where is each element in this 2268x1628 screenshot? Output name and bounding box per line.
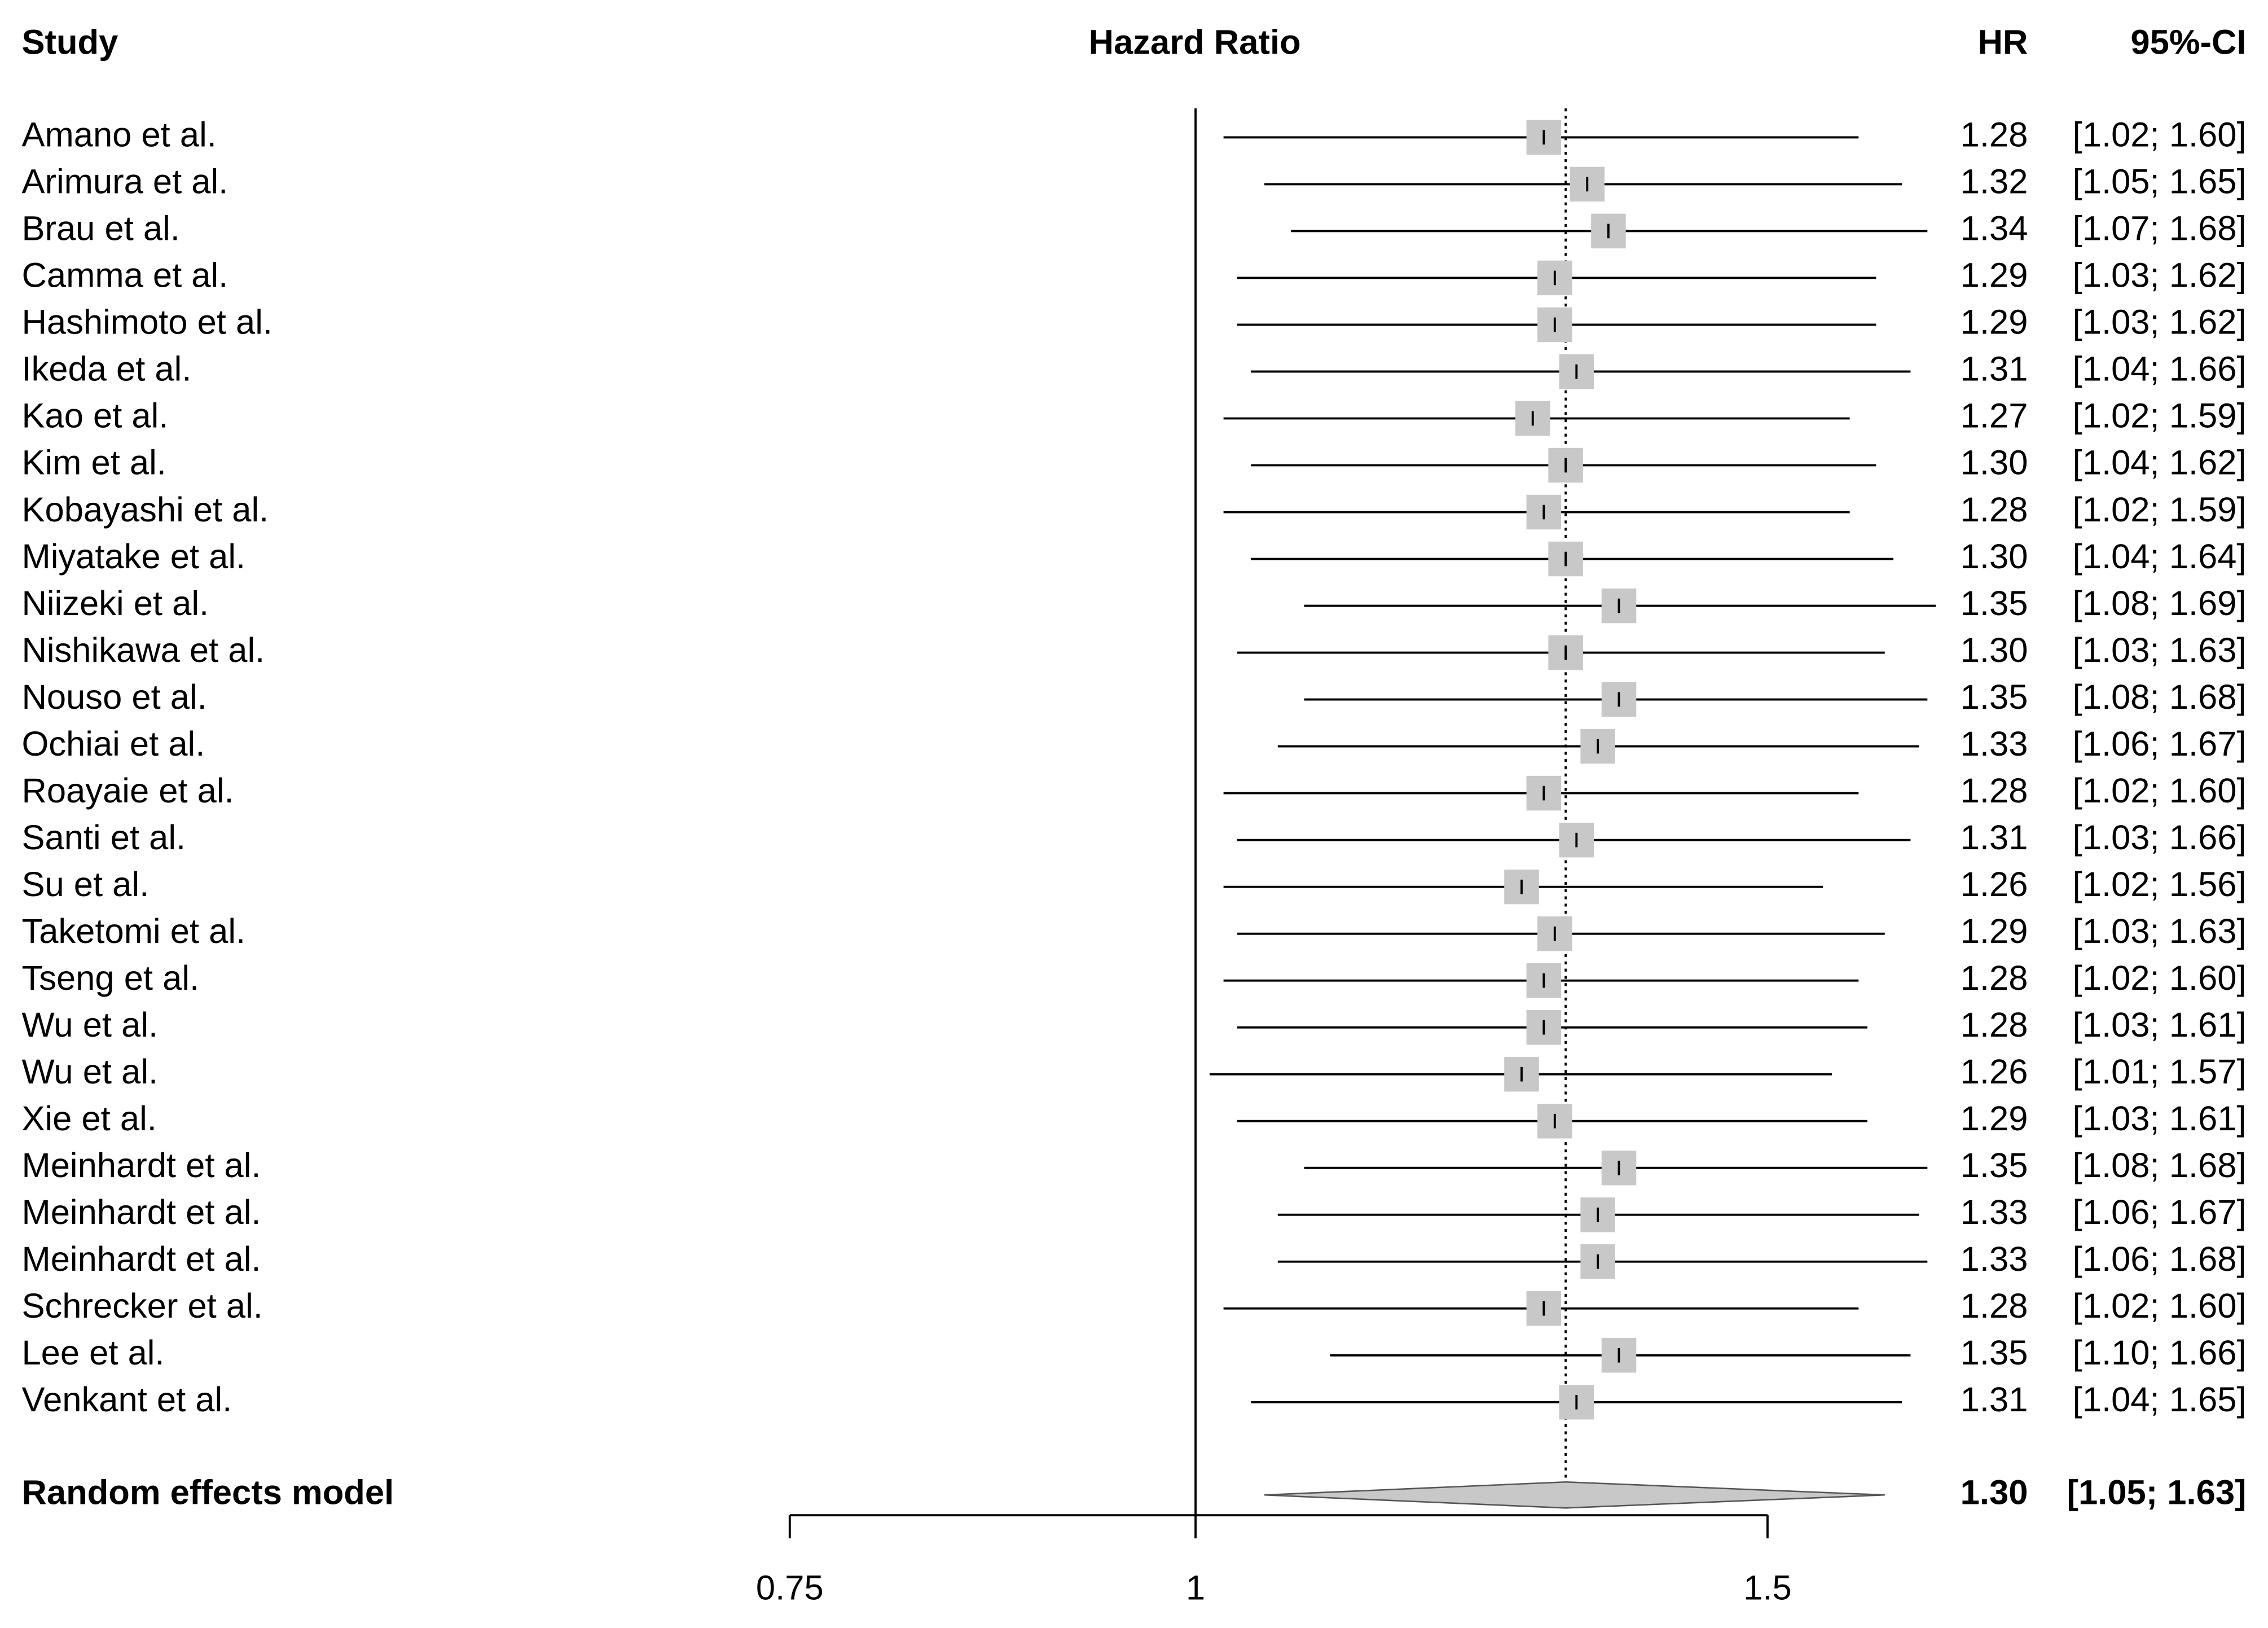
ci-header: 95%-CI <box>2130 23 2246 62</box>
ci-label: [1.03; 1.66] <box>2073 818 2247 857</box>
hr-label: 1.26 <box>1961 865 2028 904</box>
hr-label: 1.35 <box>1961 678 2028 717</box>
study-label: Miyatake et al. <box>21 537 245 576</box>
ci-label: [1.02; 1.56] <box>2073 865 2247 904</box>
hr-label: 1.33 <box>1961 1193 2028 1232</box>
hr-label: 1.29 <box>1961 303 2028 342</box>
hr-label: 1.28 <box>1961 771 2028 810</box>
hr-label: 1.30 <box>1961 631 2028 670</box>
study-label: Kobayashi et al. <box>21 490 269 529</box>
hr-label: 1.34 <box>1961 209 2028 248</box>
study-label: Schrecker et al. <box>21 1287 262 1326</box>
study-label: Amano et al. <box>21 116 216 155</box>
ci-label: [1.03; 1.63] <box>2073 912 2247 951</box>
hr-label: 1.31 <box>1961 818 2028 857</box>
hr-label: 1.35 <box>1961 1146 2028 1185</box>
study-label: Hashimoto et al. <box>21 303 272 342</box>
study-label: Nouso et al. <box>21 678 206 717</box>
study-label: Ikeda et al. <box>21 350 191 389</box>
ci-label: [1.04; 1.62] <box>2073 444 2247 482</box>
ci-label: [1.02; 1.59] <box>2073 490 2247 529</box>
hr-label: 1.30 <box>1961 444 2028 482</box>
study-label: Kao et al. <box>21 397 168 436</box>
ci-label: [1.06; 1.67] <box>2073 1193 2247 1232</box>
pooled-label: Random effects model <box>21 1473 394 1512</box>
ci-label: [1.02; 1.60] <box>2073 116 2247 155</box>
ci-label: [1.03; 1.62] <box>2073 256 2247 295</box>
study-label: Lee et al. <box>21 1333 164 1372</box>
ci-label: [1.02; 1.59] <box>2073 397 2247 436</box>
hr-label: 1.29 <box>1961 912 2028 951</box>
ci-label: [1.08; 1.68] <box>2073 678 2247 717</box>
hr-label: 1.32 <box>1961 163 2028 201</box>
hr-header: HR <box>1978 23 2028 62</box>
ci-label: [1.01; 1.57] <box>2073 1052 2247 1091</box>
hr-label: 1.28 <box>1961 1006 2028 1045</box>
study-label: Meinhardt et al. <box>21 1146 261 1185</box>
study-label: Roayaie et al. <box>21 771 234 810</box>
study-label: Ochiai et al. <box>21 725 205 763</box>
ci-label: [1.06; 1.68] <box>2073 1240 2247 1279</box>
ci-label: [1.03; 1.61] <box>2073 1099 2247 1138</box>
ci-label: [1.02; 1.60] <box>2073 771 2247 810</box>
hr-label: 1.31 <box>1961 1380 2028 1419</box>
hr-label: 1.28 <box>1961 959 2028 998</box>
hr-label: 1.28 <box>1961 116 2028 155</box>
study-label: Camma et al. <box>21 256 228 295</box>
x-tick-label: 1.5 <box>1743 1569 1792 1608</box>
x-tick-label: 1 <box>1186 1569 1205 1608</box>
ci-label: [1.10; 1.66] <box>2073 1333 2247 1372</box>
ci-label: [1.04; 1.65] <box>2073 1380 2247 1419</box>
study-label: Meinhardt et al. <box>21 1240 261 1279</box>
study-label: Wu et al. <box>21 1006 158 1045</box>
study-label: Tseng et al. <box>21 959 199 998</box>
ci-label: [1.06; 1.67] <box>2073 725 2247 763</box>
pooled-diamond <box>1264 1481 1885 1509</box>
hr-label: 1.35 <box>1961 584 2028 623</box>
axis-header: Hazard Ratio <box>1089 23 1301 62</box>
hr-label: 1.26 <box>1961 1052 2028 1091</box>
study-label: Xie et al. <box>21 1099 156 1138</box>
ci-label: [1.04; 1.66] <box>2073 350 2247 389</box>
hr-label: 1.28 <box>1961 490 2028 529</box>
ci-label: [1.07; 1.68] <box>2073 209 2247 248</box>
study-label: Taketomi et al. <box>21 912 245 951</box>
hr-label: 1.29 <box>1961 1099 2028 1138</box>
ci-label: [1.05; 1.65] <box>2073 163 2247 201</box>
ci-label: [1.03; 1.61] <box>2073 1006 2247 1045</box>
hr-label: 1.29 <box>1961 256 2028 295</box>
study-label: Santi et al. <box>21 818 186 857</box>
pooled-hr: 1.30 <box>1961 1473 2028 1512</box>
hr-label: 1.35 <box>1961 1333 2028 1372</box>
ci-label: [1.02; 1.60] <box>2073 1287 2247 1326</box>
study-label: Brau et al. <box>21 209 179 248</box>
study-label: Wu et al. <box>21 1052 158 1091</box>
study-label: Venkant et al. <box>21 1380 232 1419</box>
hr-label: 1.30 <box>1961 537 2028 576</box>
hr-label: 1.31 <box>1961 350 2028 389</box>
ci-label: [1.03; 1.62] <box>2073 303 2247 342</box>
ci-label: [1.03; 1.63] <box>2073 631 2247 670</box>
hr-label: 1.28 <box>1961 1287 2028 1326</box>
study-label: Niizeki et al. <box>21 584 209 623</box>
ci-label: [1.04; 1.64] <box>2073 537 2247 576</box>
study-label: Kim et al. <box>21 444 166 482</box>
ci-label: [1.08; 1.68] <box>2073 1146 2247 1185</box>
hr-label: 1.33 <box>1961 725 2028 763</box>
study-label: Meinhardt et al. <box>21 1193 261 1232</box>
study-label: Nishikawa et al. <box>21 631 265 670</box>
hr-label: 1.33 <box>1961 1240 2028 1279</box>
study-label: Su et al. <box>21 865 149 904</box>
study-label: Arimura et al. <box>21 163 228 201</box>
ci-label: [1.02; 1.60] <box>2073 959 2247 998</box>
pooled-ci: [1.05; 1.63] <box>2067 1473 2247 1512</box>
study-header: Study <box>21 23 118 62</box>
x-tick-label: 0.75 <box>756 1569 824 1608</box>
ci-label: [1.08; 1.69] <box>2073 584 2247 623</box>
hr-label: 1.27 <box>1961 397 2028 436</box>
